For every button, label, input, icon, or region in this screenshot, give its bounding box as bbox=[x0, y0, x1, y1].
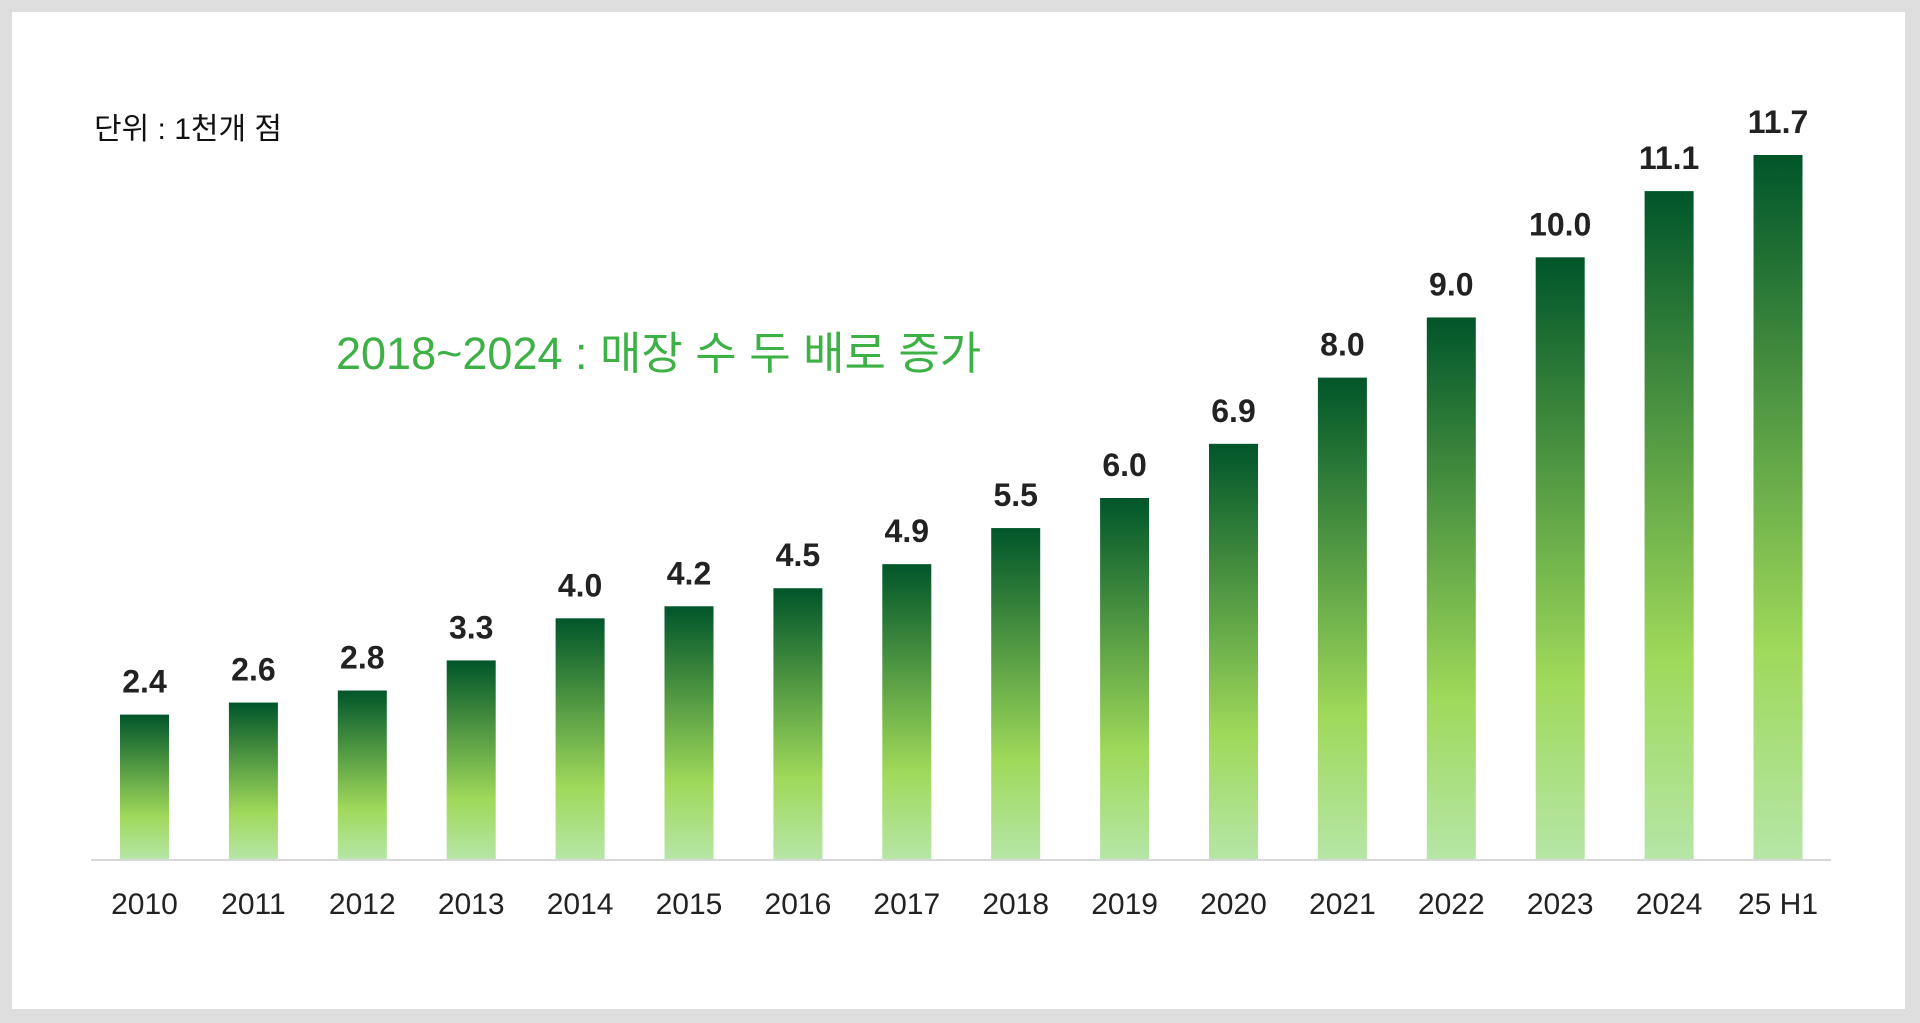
unit-label: 단위 : 1천개 점 bbox=[94, 113, 283, 146]
value-label: 2.6 bbox=[231, 652, 275, 688]
bar-2022 bbox=[1426, 317, 1476, 859]
x-tick-label: 2013 bbox=[438, 888, 505, 921]
chart-card: 단위 : 1천개 점 2018~2024 : 매장 수 두 배로 증가 bbox=[12, 12, 1905, 1009]
x-tick-label: 2018 bbox=[982, 888, 1049, 921]
x-tick-label: 2011 bbox=[221, 888, 286, 921]
x-tick-label: 2012 bbox=[329, 888, 396, 921]
value-label: 4.5 bbox=[776, 537, 820, 573]
value-label: 9.0 bbox=[1429, 266, 1473, 302]
bar-2017 bbox=[882, 564, 932, 859]
bar-2024 bbox=[1644, 191, 1694, 860]
value-label: 11.7 bbox=[1748, 104, 1809, 140]
x-tick-label: 2020 bbox=[1200, 888, 1267, 921]
value-label: 6.9 bbox=[1211, 393, 1255, 429]
bar-2012 bbox=[337, 690, 387, 859]
x-tick-label: 2021 bbox=[1309, 888, 1376, 921]
bar-2020 bbox=[1209, 443, 1258, 859]
x-tick-label: 2023 bbox=[1527, 888, 1594, 921]
x-tick-label: 2015 bbox=[656, 888, 723, 921]
annotation-text: 2018~2024 : 매장 수 두 배로 증가 bbox=[336, 328, 982, 379]
value-label: 11.1 bbox=[1639, 140, 1700, 176]
value-label: 2.8 bbox=[340, 640, 384, 676]
value-label: 4.2 bbox=[667, 555, 711, 591]
value-label: 5.5 bbox=[993, 477, 1037, 513]
bar-2018 bbox=[991, 528, 1041, 859]
value-label: 10.0 bbox=[1529, 206, 1591, 242]
bar-2014 bbox=[555, 618, 605, 859]
bar-2011 bbox=[228, 702, 278, 859]
x-tick-label: 2016 bbox=[765, 888, 832, 921]
x-tick-label: 25 H1 bbox=[1738, 888, 1818, 921]
bar-25-H1 bbox=[1753, 155, 1803, 859]
x-tick-label: 2022 bbox=[1418, 888, 1485, 921]
bar-2016 bbox=[773, 588, 823, 859]
x-tick-label: 2010 bbox=[111, 888, 178, 921]
value-label: 6.0 bbox=[1102, 447, 1146, 483]
x-tick-label: 2014 bbox=[547, 888, 614, 921]
bar-2010 bbox=[120, 714, 169, 859]
bar-2021 bbox=[1317, 377, 1367, 859]
value-label: 4.0 bbox=[558, 567, 602, 603]
value-label: 2.4 bbox=[122, 664, 167, 700]
value-label: 3.3 bbox=[449, 609, 493, 645]
bar-2015 bbox=[664, 606, 714, 859]
x-tick-label: 2017 bbox=[873, 888, 940, 921]
x-tick-label: 2019 bbox=[1091, 888, 1158, 921]
bar-2019 bbox=[1100, 497, 1150, 859]
bar-2013 bbox=[446, 660, 496, 859]
x-tick-label: 2024 bbox=[1636, 888, 1703, 921]
value-label: 8.0 bbox=[1320, 327, 1364, 363]
value-label: 4.9 bbox=[885, 513, 929, 549]
bar-2023 bbox=[1535, 257, 1585, 859]
